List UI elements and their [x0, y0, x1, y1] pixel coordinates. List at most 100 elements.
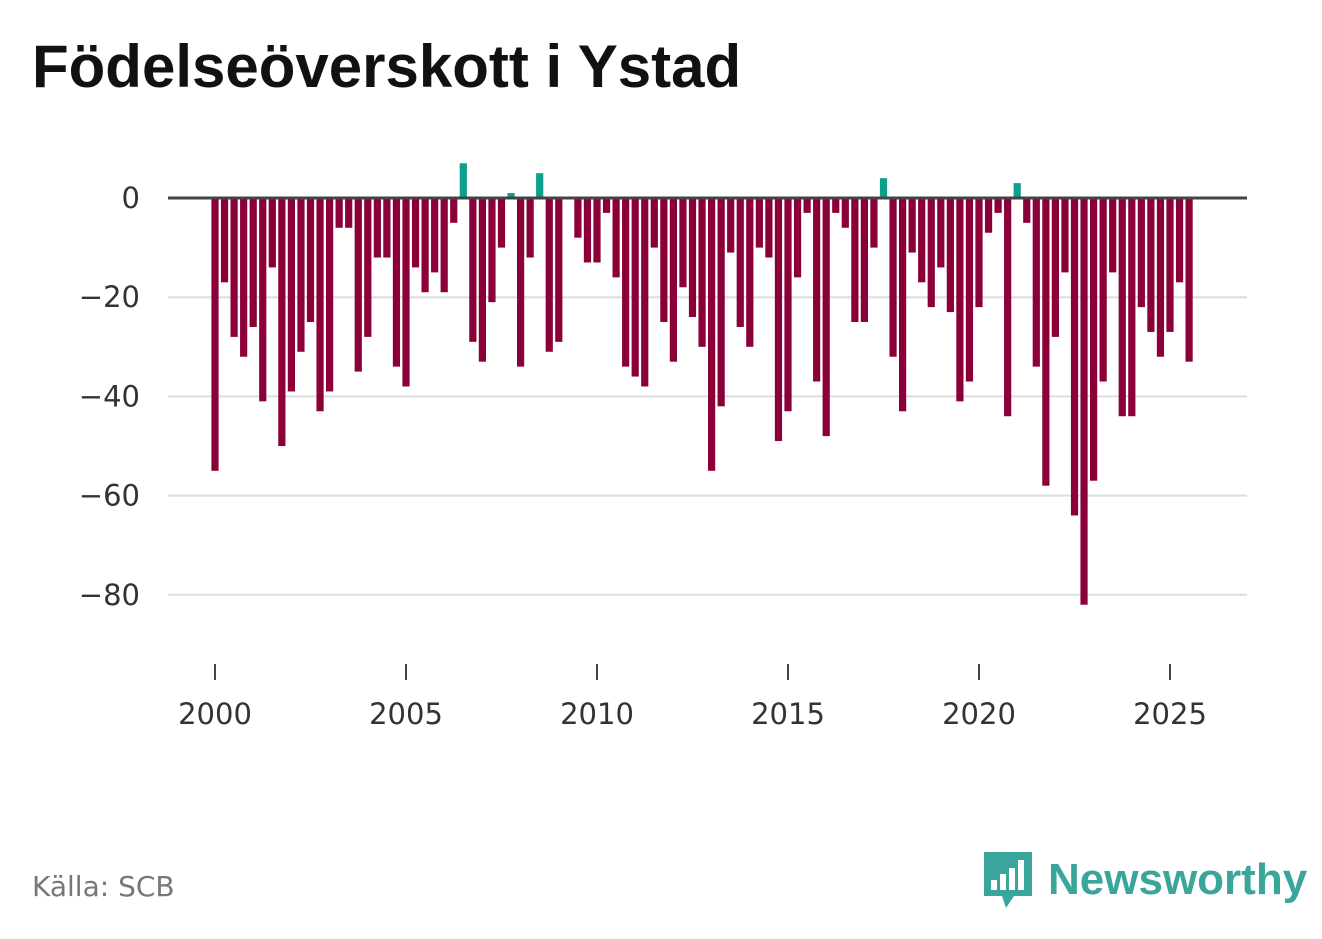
bar	[994, 198, 1002, 213]
brand-logo[interactable]: Newsworthy	[980, 848, 1307, 912]
bar	[879, 178, 888, 198]
bar	[306, 198, 315, 322]
source-note: Källa: SCB	[32, 870, 175, 903]
x-tick-label: 2015	[751, 697, 825, 731]
bar	[392, 198, 401, 367]
bar	[1023, 198, 1031, 223]
bar	[679, 198, 687, 288]
bar	[383, 198, 391, 258]
bar	[230, 198, 238, 337]
x-tick-label: 2020	[942, 697, 1016, 731]
bars	[211, 163, 1193, 605]
bar	[488, 198, 496, 303]
bar	[669, 198, 677, 362]
bar	[622, 198, 630, 367]
bar	[612, 198, 620, 278]
bar	[870, 198, 878, 248]
bar	[593, 198, 601, 263]
bar	[1175, 198, 1184, 283]
bar	[946, 198, 954, 313]
bar	[574, 198, 582, 238]
bar	[1070, 198, 1079, 516]
x-tick-label: 2025	[1133, 697, 1207, 731]
bar	[793, 198, 802, 278]
bar	[249, 198, 257, 327]
bar	[220, 198, 229, 283]
bar	[650, 198, 658, 248]
bar	[1051, 198, 1059, 337]
bar	[497, 198, 506, 248]
bar	[507, 193, 515, 198]
bar	[421, 198, 429, 293]
bar	[335, 198, 343, 228]
bar	[755, 198, 763, 248]
bar	[1147, 198, 1155, 332]
bar	[813, 198, 821, 382]
bar	[765, 198, 773, 258]
bar	[956, 198, 964, 402]
bar	[937, 198, 945, 268]
bar	[965, 198, 974, 382]
bar	[602, 198, 611, 213]
bar	[736, 198, 744, 327]
bar	[402, 198, 410, 387]
y-tick-label: −40	[79, 379, 140, 413]
bar	[908, 198, 916, 253]
bar	[774, 198, 783, 442]
y-tick-label: −20	[79, 280, 140, 314]
bar	[526, 198, 534, 258]
bar	[478, 198, 486, 362]
bar	[889, 198, 897, 357]
bar	[641, 198, 649, 387]
chart-title: Födelseöverskott i Ystad	[32, 33, 742, 100]
y-tick-label: 0	[122, 181, 140, 215]
bar	[345, 198, 353, 228]
bar	[984, 198, 993, 233]
bar	[297, 198, 305, 352]
bar	[459, 163, 467, 198]
bar	[698, 198, 706, 347]
bar	[326, 198, 334, 392]
bar	[631, 198, 639, 377]
bar	[316, 198, 324, 412]
y-axis: 0 −20 −40 −60 −80	[79, 181, 140, 612]
brand-name: Newsworthy	[1048, 855, 1308, 904]
bar	[727, 198, 735, 253]
bar	[851, 198, 859, 322]
bar	[259, 198, 267, 402]
bar	[268, 198, 276, 268]
x-tick-label: 2000	[178, 697, 252, 731]
bar	[841, 198, 849, 228]
bar	[822, 198, 830, 437]
bar	[440, 198, 448, 293]
bar	[583, 198, 592, 263]
bar	[1061, 198, 1069, 273]
bar	[469, 198, 477, 342]
bar	[1013, 183, 1021, 198]
bar	[717, 198, 725, 407]
bar	[1137, 198, 1145, 308]
bar	[899, 198, 907, 412]
bar	[1118, 198, 1126, 417]
bar	[832, 198, 840, 213]
bar	[918, 198, 926, 283]
bar	[1185, 198, 1193, 362]
bar	[450, 198, 458, 223]
x-tick-label: 2010	[560, 697, 634, 731]
bar	[211, 198, 219, 471]
bar	[278, 198, 286, 446]
bar	[746, 198, 754, 347]
bar	[708, 198, 716, 471]
bar	[1099, 198, 1107, 382]
bar	[1156, 198, 1165, 357]
bar	[536, 173, 544, 198]
bar	[431, 198, 439, 273]
bar	[545, 198, 553, 352]
bar	[1080, 198, 1088, 605]
y-tick-label: −80	[79, 578, 140, 612]
bar	[1090, 198, 1098, 481]
y-tick-label: −60	[79, 479, 140, 513]
x-tick-label: 2005	[369, 697, 443, 731]
bar	[555, 198, 563, 342]
